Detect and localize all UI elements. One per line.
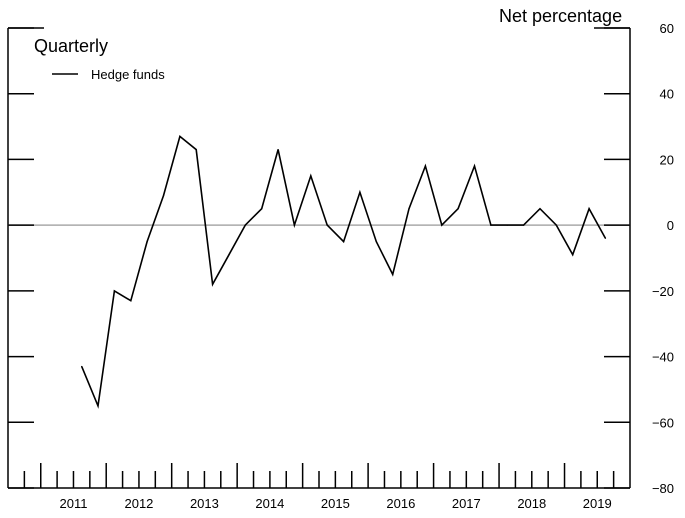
y-tick-label: −60 <box>652 415 674 430</box>
data-point <box>342 240 345 243</box>
x-tick-label: 2013 <box>190 496 219 511</box>
data-point <box>490 224 492 226</box>
data-point <box>473 165 476 167</box>
data-point <box>261 208 263 210</box>
series-line-hedge-funds <box>80 135 607 409</box>
x-tick-label: 2019 <box>583 496 612 511</box>
data-point <box>195 148 197 151</box>
data-point <box>506 224 508 226</box>
data-point <box>162 194 165 197</box>
data-point <box>523 224 525 226</box>
y-tick-label: 40 <box>660 87 674 102</box>
data-point <box>326 224 328 226</box>
y-tick-label: 60 <box>660 21 674 36</box>
x-tick-label: 2014 <box>255 496 284 511</box>
legend: Hedge funds <box>52 67 165 82</box>
x-tick-label: 2017 <box>452 496 481 511</box>
data-point <box>588 208 590 210</box>
y-tick-label: 20 <box>660 152 674 167</box>
data-point <box>146 240 148 243</box>
chart-subtitle: Quarterly <box>34 36 108 56</box>
data-point <box>130 300 132 302</box>
legend-label: Hedge funds <box>91 67 165 82</box>
data-point <box>212 283 214 285</box>
data-point <box>572 254 574 256</box>
data-point <box>457 208 459 210</box>
plot-frame <box>7 27 631 489</box>
y-axis-label: Net percentage <box>499 6 622 26</box>
data-point <box>375 240 377 243</box>
data-point <box>244 224 246 226</box>
y-tick-label: −20 <box>652 284 674 299</box>
data-point <box>81 365 83 368</box>
y-tick-label: −40 <box>652 350 674 365</box>
y-tick-label: 0 <box>667 218 674 233</box>
x-tick-label: 2012 <box>124 496 153 511</box>
y-tick-label: −80 <box>652 481 674 496</box>
data-point <box>179 135 181 138</box>
data-point <box>277 148 279 151</box>
data-point <box>97 405 99 407</box>
data-point <box>293 224 296 226</box>
data-point <box>310 175 312 177</box>
x-tick-label: 2015 <box>321 496 350 511</box>
data-point <box>539 208 541 210</box>
data-point <box>359 191 361 193</box>
data-point <box>441 224 443 226</box>
data-point <box>604 237 607 239</box>
x-tick-label: 2018 <box>517 496 546 511</box>
x-tick-label: 2011 <box>59 496 87 511</box>
data-point <box>228 254 230 256</box>
series-layer <box>80 135 607 409</box>
data-point <box>113 290 115 292</box>
y-axis-ticks: 60 40 20 0 −20 −40 −60 −80 <box>8 21 674 496</box>
data-point <box>424 165 426 167</box>
data-point <box>392 273 394 276</box>
data-point <box>408 208 410 210</box>
data-point <box>555 224 557 226</box>
x-tick-label: 2016 <box>386 496 415 511</box>
x-axis-ticks: 2011 2012 2013 2014 2015 2016 2017 2018 2019 <box>23 463 615 511</box>
